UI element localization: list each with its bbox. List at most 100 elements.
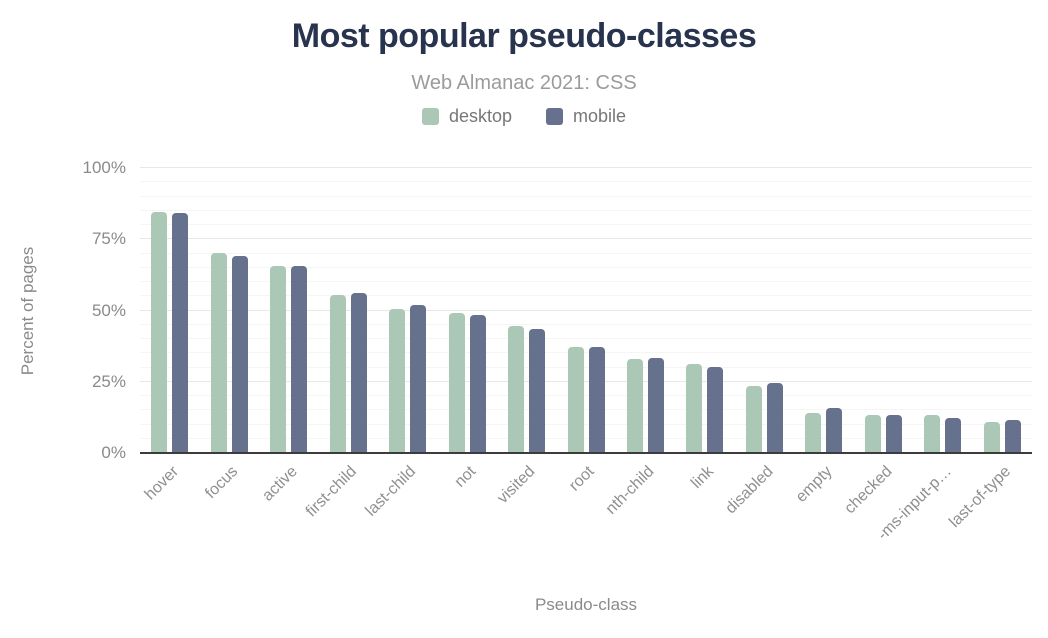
bar-group-last-of-type — [973, 168, 1032, 453]
gridline-50 — [140, 309, 1032, 311]
bar-mobile-active — [291, 266, 308, 453]
gridline-90 — [140, 195, 1032, 197]
bar-group-nth-child — [616, 168, 675, 453]
y-tick-50%: 50% — [91, 300, 126, 320]
bar-group-disabled — [735, 168, 794, 453]
bar-mobile-first-child — [350, 292, 367, 453]
bar-mobile-checked — [885, 414, 902, 453]
gridline-100 — [140, 167, 1032, 168]
bar-mobile-not — [469, 314, 486, 453]
bar-desktop-hover — [151, 212, 168, 453]
bar-group-focus — [199, 168, 258, 453]
bar-group-first-child — [318, 168, 377, 453]
chart-subtitle: Web Almanac 2021: CSS — [411, 72, 637, 94]
bar-group-not — [437, 168, 496, 453]
bar-mobile-nth-child — [647, 358, 664, 453]
bar-mobile-disabled — [766, 383, 783, 453]
grid-layer — [140, 167, 1032, 453]
gridline-95 — [140, 181, 1032, 183]
x-label-link: link — [687, 463, 717, 493]
bar-mobile-link — [707, 367, 724, 453]
bar-group-active — [259, 168, 318, 453]
bar-group-root — [556, 168, 615, 453]
bar-desktop-focus — [210, 253, 227, 453]
x-label-first-child: first-child — [302, 463, 361, 521]
y-tick-25%: 25% — [91, 371, 126, 391]
x-label-checked: checked — [841, 463, 896, 518]
x-label-last-child: last-child — [362, 463, 420, 520]
legend-label-desktop: desktop — [448, 106, 512, 126]
chart-title: Most popular pseudo-classes — [291, 17, 757, 55]
plot-area — [140, 167, 1032, 454]
bar-desktop--ms-input-p… — [924, 415, 941, 453]
bar-desktop-not — [448, 312, 465, 453]
legend-item-mobile[interactable]: mobile — [546, 106, 626, 127]
bar-group-last-child — [378, 168, 437, 453]
gridline-55 — [140, 295, 1032, 297]
gridline-75 — [140, 238, 1032, 240]
bar-mobile-visited — [529, 329, 546, 453]
bar-group-hover — [140, 168, 199, 453]
x-label-focus: focus — [202, 463, 242, 503]
bar-desktop-link — [686, 363, 703, 453]
gridline-5 — [140, 437, 1032, 439]
bar-mobile-focus — [231, 255, 248, 453]
y-tick-100%: 100% — [82, 158, 126, 177]
gridline-20 — [140, 395, 1032, 396]
x-axis-line — [140, 452, 1032, 454]
x-label-hover: hover — [141, 463, 182, 504]
legend-item-desktop[interactable]: desktop — [421, 106, 512, 127]
gridline-60 — [140, 281, 1032, 282]
x-label-root: root — [566, 463, 599, 495]
bar-desktop-active — [270, 266, 287, 453]
x-axis-title: Pseudo-class — [534, 595, 638, 614]
bar-desktop-nth-child — [626, 358, 643, 453]
gridline-30 — [140, 366, 1032, 368]
bar-group-visited — [497, 168, 556, 453]
bar-mobile-root — [588, 346, 605, 453]
bar-desktop-last-of-type — [983, 421, 1000, 453]
x-label-nth-child: nth-child — [602, 463, 658, 518]
y-axis-ticks: 0% 25% 50% 75% 100% — [0, 158, 126, 462]
bar-group-empty — [794, 168, 853, 453]
x-label-active: active — [259, 463, 301, 505]
gridline-25 — [140, 380, 1032, 382]
x-label-not: not — [451, 463, 480, 491]
gridline-65 — [140, 266, 1032, 268]
legend-label-mobile: mobile — [573, 106, 627, 126]
x-label-disabled: disabled — [722, 463, 777, 518]
gridline-15 — [140, 409, 1032, 411]
bar-mobile-empty — [826, 407, 843, 453]
bar-desktop-visited — [508, 326, 525, 453]
bar-mobile-hover — [172, 212, 189, 453]
gridline-80 — [140, 224, 1032, 225]
bar-desktop-first-child — [329, 294, 346, 453]
bar-mobile--ms-input-p… — [945, 417, 962, 453]
bar-desktop-disabled — [745, 385, 762, 453]
bar-mobile-last-child — [410, 304, 427, 453]
legend: desktop mobile — [0, 106, 1048, 127]
bar-desktop-root — [567, 347, 584, 453]
x-label-last-of-type: last-of-type — [946, 463, 1015, 531]
gridline-40 — [140, 338, 1032, 339]
bar-group--ms-input-p… — [913, 168, 972, 453]
gridline-35 — [140, 352, 1032, 354]
bar-desktop-checked — [864, 415, 881, 453]
bars-layer — [140, 168, 1032, 453]
y-tick-75%: 75% — [91, 229, 126, 249]
bar-group-checked — [854, 168, 913, 453]
mobile-swatch-icon — [546, 108, 563, 125]
gridline-10 — [140, 423, 1032, 425]
gridline-45 — [140, 323, 1032, 325]
x-label-empty: empty — [793, 463, 836, 506]
gridline-85 — [140, 209, 1032, 211]
gridline-70 — [140, 252, 1032, 254]
bar-mobile-last-of-type — [1004, 419, 1021, 453]
x-label-visited: visited — [494, 463, 539, 508]
desktop-swatch-icon — [421, 108, 439, 125]
bar-desktop-empty — [805, 413, 822, 453]
bar-desktop-last-child — [389, 309, 406, 453]
bar-group-link — [675, 168, 734, 453]
y-tick-0%: 0% — [101, 443, 126, 462]
